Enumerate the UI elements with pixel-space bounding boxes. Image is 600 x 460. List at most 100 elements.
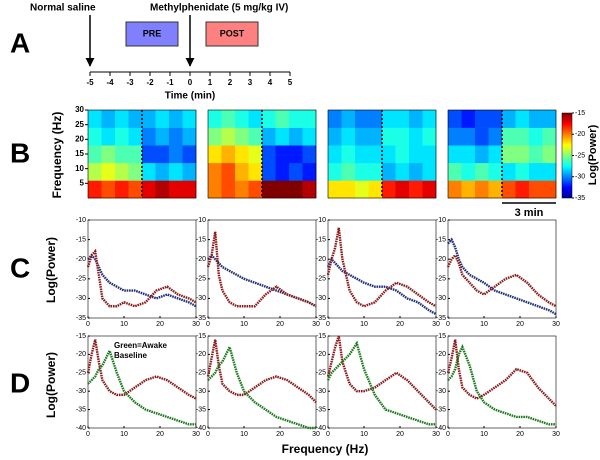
heatmap-cell	[502, 180, 516, 199]
heatmap-cell	[355, 162, 369, 181]
tick-label: 3	[248, 78, 253, 87]
x-tick-label: 30	[552, 431, 560, 438]
heatmap-cell	[275, 127, 290, 146]
heatmap-cell	[248, 162, 263, 181]
heatmap-cell	[461, 180, 476, 199]
heatmap-cell	[101, 180, 116, 199]
heatmap-cell	[395, 145, 410, 164]
heatmap-cell	[88, 127, 102, 146]
heatmap-cell	[155, 127, 170, 146]
heatmap-cell	[502, 110, 516, 128]
heatmap-cell	[475, 110, 489, 128]
heatmap-cell	[328, 145, 342, 164]
heatmap-cell	[275, 180, 290, 199]
heatmap-cell	[529, 110, 543, 128]
y-tick-label: -25	[436, 370, 446, 377]
heatmap-cell	[461, 110, 476, 128]
heatmap-cell	[115, 162, 129, 181]
heatmap-cell	[275, 110, 290, 128]
heatmap-cell	[341, 162, 356, 181]
heatmap-cell	[169, 145, 183, 164]
x-tick-label: 20	[516, 431, 524, 438]
heatmap-cell	[128, 180, 143, 199]
heatmap-cell	[382, 127, 396, 146]
heatmap-cell	[115, 127, 129, 146]
y-tick-label: 25	[75, 120, 84, 129]
heatmap-cell	[128, 162, 143, 181]
y-tick-label: 10	[75, 164, 84, 173]
annotation: Green=Awake	[114, 341, 168, 350]
plot-frame	[447, 109, 557, 199]
heatmap-cell	[302, 127, 317, 146]
plot-frame	[207, 109, 317, 199]
heatmap-cell	[262, 110, 276, 128]
x-tick-label: 0	[206, 431, 210, 438]
heatmap-cell	[248, 180, 263, 199]
panel-label: A	[10, 27, 30, 58]
heatmap-cell	[395, 180, 410, 199]
tick-label: -2	[146, 78, 154, 87]
heatmap-cell	[475, 162, 489, 181]
heatmap-cell	[128, 127, 143, 146]
x-tick-label: 30	[432, 321, 440, 328]
heatmap-cell	[142, 145, 156, 164]
y-tick-label: -15	[76, 333, 86, 340]
x-tick-label: 0	[446, 431, 450, 438]
y-tick-label: -30	[316, 388, 326, 395]
x-tick-label: 0	[326, 431, 330, 438]
heatmap-cell	[182, 127, 197, 146]
heatmap-cell	[248, 110, 263, 128]
y-tick-label: -15	[316, 333, 326, 340]
heatmap-cell	[368, 145, 383, 164]
heatmap-cell	[382, 110, 396, 128]
y-tick-label: -40	[76, 425, 86, 432]
heatmap-cell	[395, 127, 410, 146]
heatmap-cell	[515, 180, 530, 199]
x-tick-label: 10	[360, 431, 368, 438]
heatmap-cell	[248, 145, 263, 164]
x-tick-label: 30	[552, 321, 560, 328]
window-label: POST	[220, 28, 245, 38]
heatmap-cell	[88, 162, 102, 181]
heatmap-cell	[262, 145, 276, 164]
heatmap-cell	[448, 162, 462, 181]
tick-label: 2	[228, 78, 233, 87]
heatmap-cell	[488, 145, 503, 164]
heatmap-cell	[529, 145, 543, 164]
y-tick-label: -20	[436, 351, 446, 358]
heatmap-cell	[382, 180, 396, 199]
heatmap-cell	[169, 110, 183, 128]
event-label: Methylphenidate (5 mg/kg IV)	[150, 3, 288, 14]
colorbar-tick-label: -35	[575, 195, 585, 202]
heatmap-cell	[409, 180, 423, 199]
heatmap-cell	[448, 127, 462, 146]
heatmap-cell	[115, 110, 129, 128]
heatmap-cell	[142, 180, 156, 199]
heatmap-cell	[275, 145, 290, 164]
y-tick-label: -25	[436, 276, 446, 283]
heatmap-cell	[422, 180, 437, 199]
y-tick-label: -10	[196, 217, 206, 224]
y-tick-label: -25	[196, 276, 206, 283]
heatmap-cell	[515, 110, 530, 128]
x-tick-label: 20	[396, 321, 404, 328]
y-tick-label: -15	[196, 236, 206, 243]
heatmap-cell	[422, 162, 437, 181]
heatmap-cell	[289, 145, 303, 164]
heatmap-cell	[275, 162, 290, 181]
plot-frame	[87, 335, 197, 429]
series-line	[446, 339, 557, 407]
heatmap-cell	[208, 127, 222, 146]
heatmap-cell	[488, 127, 503, 146]
y-tick-label: 5	[80, 178, 85, 187]
heatmap-cell	[169, 162, 183, 181]
heatmap-cell	[289, 180, 303, 199]
heatmap-cell	[115, 145, 129, 164]
heatmap-cell	[235, 162, 249, 181]
x-tick-label: 20	[516, 321, 524, 328]
heatmap-cell	[395, 162, 410, 181]
x-tick-label: 20	[276, 321, 284, 328]
heatmap-cell	[221, 127, 236, 146]
heatmap-cell	[262, 180, 276, 199]
